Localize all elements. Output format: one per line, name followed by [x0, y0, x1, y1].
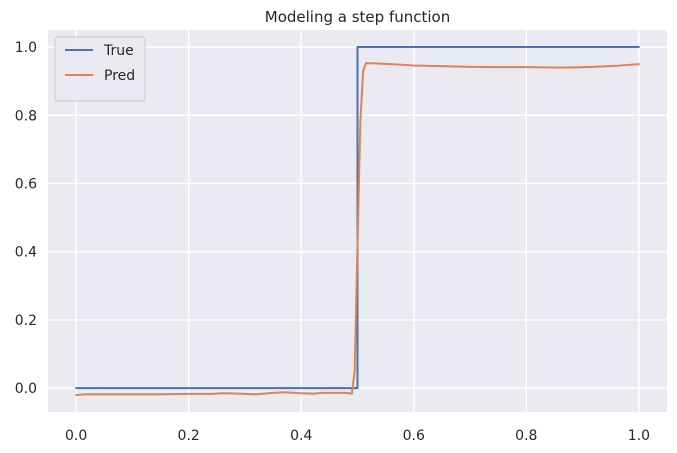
legend-label-true: True: [103, 43, 134, 59]
x-tick-label: 1.0: [628, 428, 650, 444]
y-tick-label: 0.0: [15, 381, 37, 397]
series-layer: [75, 46, 640, 396]
y-tick-label: 0.8: [15, 108, 37, 124]
x-tick-label: 0.0: [65, 428, 87, 444]
series-line-pred: [75, 62, 640, 396]
x-tick-label: 0.6: [403, 428, 425, 444]
x-tick-label: 0.4: [290, 428, 312, 444]
y-tick-label: 1.0: [15, 40, 37, 56]
x-tick-label: 0.8: [515, 428, 537, 444]
y-axis: 0.0 0.2 0.4 0.6 0.8 1.0: [15, 40, 37, 397]
legend: True Pred: [54, 36, 146, 102]
y-tick-label: 0.4: [15, 245, 37, 261]
y-tick-label: 0.6: [15, 176, 37, 192]
legend-box: [54, 36, 146, 102]
chart-title: Modeling a step function: [265, 8, 450, 26]
x-tick-label: 0.2: [178, 428, 200, 444]
y-tick-label: 0.2: [15, 313, 37, 329]
legend-label-pred: Pred: [104, 68, 135, 84]
x-axis: 0.0 0.2 0.4 0.6 0.8 1.0: [65, 428, 650, 444]
